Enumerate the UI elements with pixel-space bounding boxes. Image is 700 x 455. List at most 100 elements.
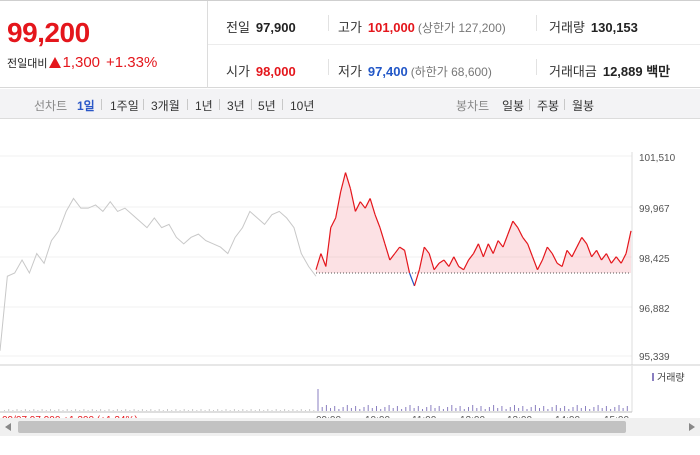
volume-bar <box>409 405 411 411</box>
volume-bar <box>238 410 240 411</box>
today-line-segment <box>359 201 366 209</box>
volume-bar <box>305 410 306 411</box>
tab-divider <box>251 99 252 110</box>
tab-daily-candle[interactable]: 일봉 <box>502 99 525 113</box>
today-line-segment <box>364 198 371 209</box>
volume-bar <box>83 409 85 411</box>
volume-bar <box>463 409 465 411</box>
today-line-segment <box>399 246 405 251</box>
volume-bar <box>279 410 281 411</box>
volume-bar <box>263 410 265 411</box>
stat-amount: 거래대금 12,889 백만 <box>549 61 670 80</box>
volume-bar <box>388 405 390 411</box>
volume-bar <box>605 406 607 411</box>
volume-bar <box>108 409 110 411</box>
volume-bar <box>580 408 582 411</box>
today-line-segment <box>349 188 356 212</box>
volume-bar <box>422 409 423 411</box>
y-tick-label: 96,882 <box>639 304 670 315</box>
volume-bar <box>150 409 152 411</box>
volume-bar <box>321 407 323 411</box>
tab-3year[interactable]: 3년 <box>227 99 245 113</box>
volume-bar <box>484 409 486 411</box>
today-line-segment <box>315 253 322 270</box>
volume-bar <box>543 406 545 411</box>
volume-bar <box>413 408 415 411</box>
stat-value: 98,000 <box>255 64 296 79</box>
volume-bar <box>539 408 540 411</box>
tab-1day[interactable]: 1일 <box>77 99 95 113</box>
stat-sub: (상한가 127,200) <box>417 21 506 35</box>
volume-bar <box>229 410 231 411</box>
volume-bar <box>141 409 143 411</box>
y-tick-label: 98,425 <box>639 254 670 265</box>
volume-bar <box>309 409 311 411</box>
volume-bar <box>154 410 156 411</box>
today-line-segment <box>438 259 445 264</box>
y-tick-label: 101,510 <box>639 153 676 164</box>
tab-weekly-candle[interactable]: 주봉 <box>537 99 560 113</box>
today-line-segment <box>620 253 627 264</box>
volume-bar <box>300 409 302 411</box>
volume-bar <box>530 407 532 411</box>
today-line-segment <box>581 236 588 245</box>
stat-divider <box>536 15 537 31</box>
volume-bar <box>62 410 64 411</box>
scrollbar-thumb[interactable] <box>18 421 626 433</box>
today-line-segment <box>433 262 440 271</box>
volume-bar <box>330 408 331 411</box>
volume-bar <box>271 410 273 411</box>
volume-bar <box>371 408 373 411</box>
volume-bar <box>468 407 469 411</box>
tab-monthly-candle[interactable]: 월봉 <box>572 99 595 113</box>
volume-bar <box>593 407 595 411</box>
volume-bar <box>66 409 68 411</box>
volume-bar <box>217 409 219 411</box>
volume-bar <box>434 408 436 411</box>
today-line-segment <box>586 243 593 258</box>
price-series <box>0 172 632 351</box>
today-line-segment <box>522 236 529 245</box>
scroll-left-icon[interactable] <box>5 423 11 431</box>
volume-bar <box>614 407 616 411</box>
volume-bar <box>116 409 118 411</box>
tab-3month[interactable]: 3개월 <box>151 99 180 113</box>
volume-bar <box>342 407 344 411</box>
volume-bar <box>459 406 461 411</box>
volume-bar <box>292 409 294 411</box>
tab-10year[interactable]: 10년 <box>290 99 315 113</box>
today-line-segment <box>472 243 479 254</box>
tab-5year[interactable]: 5년 <box>258 99 276 113</box>
today-line-segment <box>344 172 352 189</box>
tab-1week[interactable]: 1주일 <box>110 99 139 113</box>
volume-bar <box>213 410 214 411</box>
volume-bar <box>50 409 51 411</box>
y-tick-label: 99,967 <box>639 204 670 215</box>
today-line-segment <box>600 253 607 261</box>
stat-low: 저가 97,400 (하한가 68,600) <box>338 61 492 80</box>
volume-bar <box>564 406 566 411</box>
stat-label: 거래량 <box>549 20 585 35</box>
volume-bar <box>568 409 570 411</box>
today-line-segment <box>394 246 401 254</box>
volume-bar <box>551 407 553 411</box>
volume-bar <box>4 410 5 411</box>
candle-chart-label: 봉차트 <box>456 99 490 113</box>
tab-1year[interactable]: 1년 <box>195 99 213 113</box>
intraday-chart: 101,510 99,967 98,425 96,882 95,339 거래량 … <box>0 120 700 450</box>
volume-bar <box>313 410 315 411</box>
today-line-segment <box>418 246 425 270</box>
stat-volume: 거래량 130,153 <box>549 17 638 36</box>
today-line-segment <box>408 272 415 287</box>
volume-bar <box>208 409 210 411</box>
tab-divider <box>219 99 220 110</box>
volume-bar <box>338 409 340 411</box>
volume-bar <box>359 409 361 411</box>
volume-bar <box>626 406 628 411</box>
volume-bar <box>438 406 440 411</box>
scroll-right-icon[interactable] <box>689 423 695 431</box>
volume-bar <box>317 389 319 411</box>
stat-high: 고가 101,000 (상한가 127,200) <box>338 17 506 36</box>
line-chart-label: 선차트 <box>34 99 68 113</box>
current-price: 99,200 <box>7 17 90 48</box>
